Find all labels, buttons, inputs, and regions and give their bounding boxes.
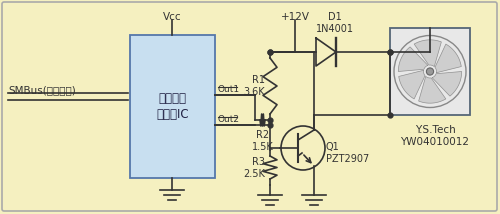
Polygon shape bbox=[414, 40, 442, 67]
Polygon shape bbox=[418, 76, 446, 103]
Text: Vcc: Vcc bbox=[162, 12, 182, 22]
Polygon shape bbox=[398, 47, 428, 71]
Polygon shape bbox=[432, 71, 462, 96]
Text: R3
2.5K: R3 2.5K bbox=[243, 157, 265, 179]
Text: SMBus(至控制器): SMBus(至控制器) bbox=[8, 85, 76, 95]
Bar bbox=[130, 35, 215, 178]
Text: Out2: Out2 bbox=[218, 115, 240, 124]
Polygon shape bbox=[398, 70, 425, 99]
FancyBboxPatch shape bbox=[2, 2, 497, 211]
Bar bbox=[390, 28, 470, 115]
Text: 数字温度: 数字温度 bbox=[158, 92, 186, 105]
Text: R1
3.6K: R1 3.6K bbox=[244, 75, 265, 97]
Circle shape bbox=[426, 68, 434, 75]
Text: Y.S.Tech: Y.S.Tech bbox=[414, 125, 456, 135]
Text: Out1: Out1 bbox=[218, 85, 240, 94]
Text: D1
1N4001: D1 1N4001 bbox=[316, 12, 354, 34]
Text: R2
1.5K: R2 1.5K bbox=[252, 130, 274, 152]
Text: +12V: +12V bbox=[280, 12, 310, 22]
Polygon shape bbox=[435, 44, 462, 73]
Text: 传感器IC: 传感器IC bbox=[156, 108, 189, 121]
Text: YW04010012: YW04010012 bbox=[400, 137, 469, 147]
Text: Q1
PZT2907: Q1 PZT2907 bbox=[326, 142, 369, 164]
